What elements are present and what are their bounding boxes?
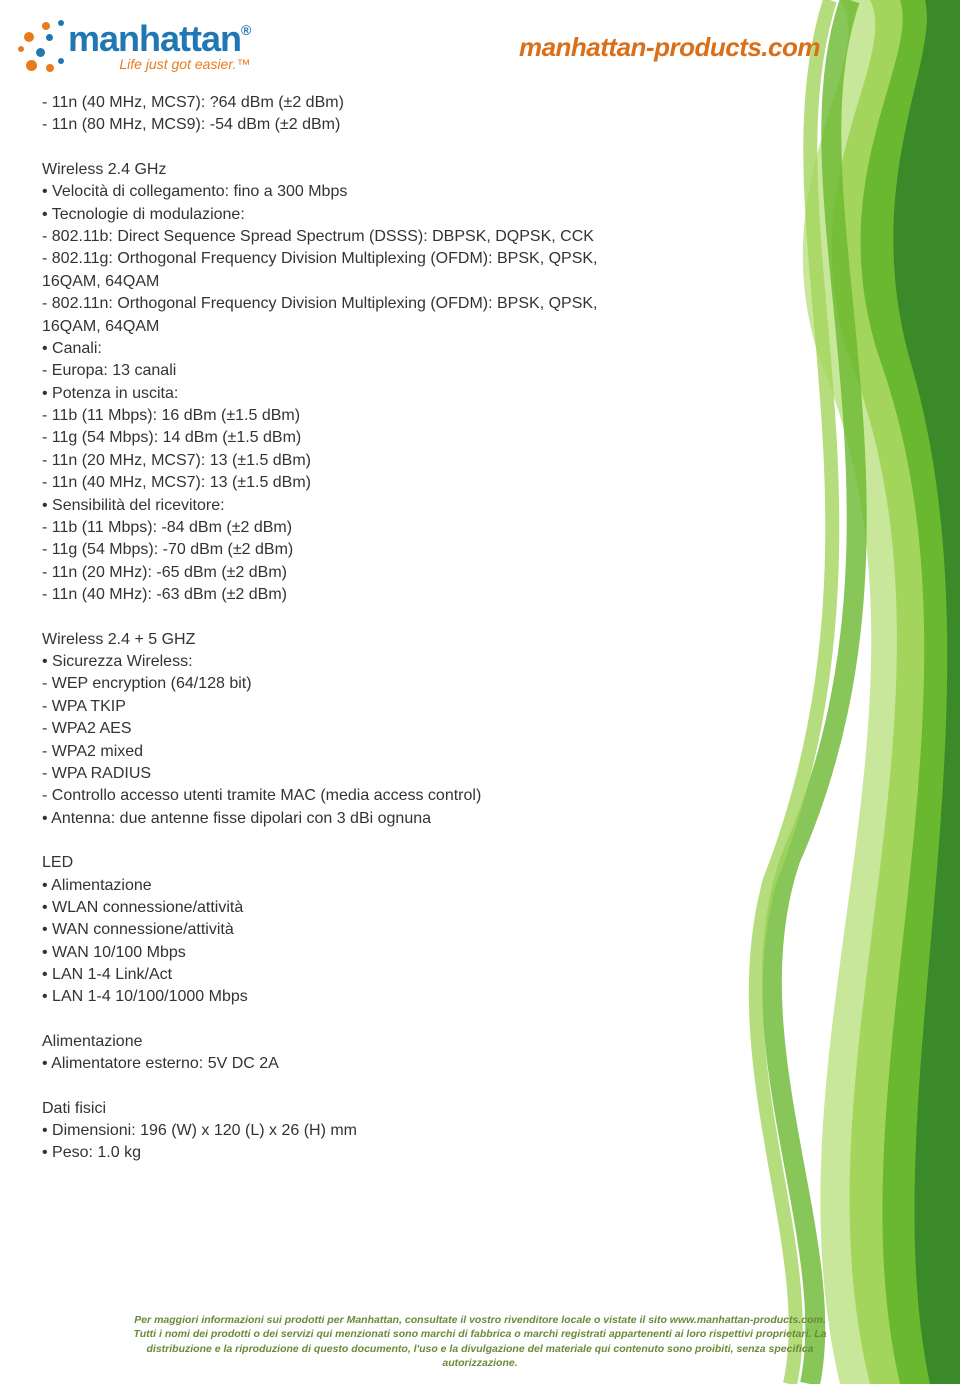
spec-section: Dati fisici• Dimensioni: 196 (W) x 120 (… <box>42 1098 660 1165</box>
spec-line: • Tecnologie di modulazione: <box>42 204 660 226</box>
document-body: - 11n (40 MHz, MCS7): ?64 dBm (±2 dBm)- … <box>0 82 960 1197</box>
spec-line: - 11n (40 MHz): -63 dBm (±2 dBm) <box>42 584 660 606</box>
brand-name: manhattan® <box>68 18 250 60</box>
spec-line: - WPA2 mixed <box>42 741 660 763</box>
footer-line: autorizzazione. <box>40 1356 920 1370</box>
spec-line: - 11b (11 Mbps): -84 dBm (±2 dBm) <box>42 517 660 539</box>
spec-line: • Alimentazione <box>42 875 660 897</box>
spec-line: - 802.11n: Orthogonal Frequency Division… <box>42 293 660 338</box>
spec-section: Wireless 2.4 GHz• Velocità di collegamen… <box>42 159 660 607</box>
spec-line: • WLAN connessione/attività <box>42 897 660 919</box>
spec-line: - 11b (11 Mbps): 16 dBm (±1.5 dBm) <box>42 405 660 427</box>
spec-line: - WEP encryption (64/128 bit) <box>42 673 660 695</box>
footer-line: Per maggiori informazioni sui prodotti p… <box>40 1313 920 1327</box>
spec-line: • Sensibilità del ricevitore: <box>42 495 660 517</box>
brand-logo: manhattan® Life just got easier.™ <box>18 18 250 74</box>
brand-tagline: Life just got easier.™ <box>68 56 250 72</box>
spec-line: LED <box>42 852 660 874</box>
spec-line: • Potenza in uscita: <box>42 383 660 405</box>
spec-line: - WPA2 AES <box>42 718 660 740</box>
spec-line: • Canali: <box>42 338 660 360</box>
spec-line: Dati fisici <box>42 1098 660 1120</box>
spec-section: Alimentazione• Alimentatore esterno: 5V … <box>42 1031 660 1076</box>
spec-line: - 11n (80 MHz, MCS9): -54 dBm (±2 dBm) <box>42 114 660 136</box>
spec-line: • WAN 10/100 Mbps <box>42 942 660 964</box>
spec-line: - WPA TKIP <box>42 696 660 718</box>
page-footer: Per maggiori informazioni sui prodotti p… <box>0 1313 960 1370</box>
logo-dots-icon <box>18 18 68 74</box>
spec-section: - 11n (40 MHz, MCS7): ?64 dBm (±2 dBm)- … <box>42 92 660 137</box>
spec-line: • Sicurezza Wireless: <box>42 651 660 673</box>
page-header: manhattan® Life just got easier.™ manhat… <box>0 0 960 82</box>
spec-line: - Europa: 13 canali <box>42 360 660 382</box>
spec-line: Wireless 2.4 + 5 GHZ <box>42 629 660 651</box>
spec-line: - 11g (54 Mbps): -70 dBm (±2 dBm) <box>42 539 660 561</box>
spec-line: - 11g (54 Mbps): 14 dBm (±1.5 dBm) <box>42 427 660 449</box>
spec-line: • Antenna: due antenne fisse dipolari co… <box>42 808 660 830</box>
spec-line: • Velocità di collegamento: fino a 300 M… <box>42 181 660 203</box>
spec-line: • LAN 1-4 Link/Act <box>42 964 660 986</box>
spec-line: - WPA RADIUS <box>42 763 660 785</box>
spec-section: Wireless 2.4 + 5 GHZ• Sicurezza Wireless… <box>42 629 660 831</box>
spec-section: LED• Alimentazione• WLAN connessione/att… <box>42 852 660 1009</box>
spec-line: - 11n (40 MHz, MCS7): ?64 dBm (±2 dBm) <box>42 92 660 114</box>
spec-line: - 802.11g: Orthogonal Frequency Division… <box>42 248 660 293</box>
spec-line: • WAN connessione/attività <box>42 919 660 941</box>
spec-line: Alimentazione <box>42 1031 660 1053</box>
spec-line: • Alimentatore esterno: 5V DC 2A <box>42 1053 660 1075</box>
spec-line: - 11n (20 MHz, MCS7): 13 (±1.5 dBm) <box>42 450 660 472</box>
spec-line: • Dimensioni: 196 (W) x 120 (L) x 26 (H)… <box>42 1120 660 1142</box>
spec-line: Wireless 2.4 GHz <box>42 159 660 181</box>
spec-line: - 11n (40 MHz, MCS7): 13 (±1.5 dBm) <box>42 472 660 494</box>
site-url: manhattan-products.com <box>519 32 820 63</box>
spec-line: • Peso: 1.0 kg <box>42 1142 660 1164</box>
footer-line: Tutti i nomi dei prodotti o dei servizi … <box>40 1327 920 1341</box>
spec-line: - 11n (20 MHz): -65 dBm (±2 dBm) <box>42 562 660 584</box>
spec-line: - 802.11b: Direct Sequence Spread Spectr… <box>42 226 660 248</box>
spec-line: • LAN 1-4 10/100/1000 Mbps <box>42 986 660 1008</box>
footer-line: distribuzione e la riproduzione di quest… <box>40 1342 920 1356</box>
spec-line: - Controllo accesso utenti tramite MAC (… <box>42 785 660 807</box>
